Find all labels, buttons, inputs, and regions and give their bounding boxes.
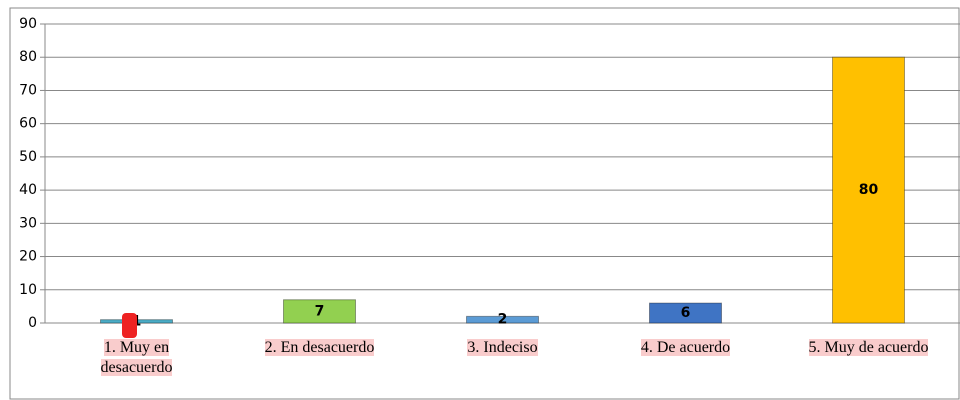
data-label: 2 xyxy=(498,312,508,328)
category-text: 2. En desacuerdo xyxy=(264,339,375,356)
y-tick-label: 20 xyxy=(19,249,37,265)
category-text: 1. Muy en desacuerdo xyxy=(100,339,173,376)
category-text: 5. Muy de acuerdo xyxy=(808,339,929,356)
x-tick-label: 2. En desacuerdo xyxy=(235,338,405,358)
y-tick-label: 80 xyxy=(19,49,37,65)
bar xyxy=(832,56,905,324)
bar xyxy=(466,315,539,324)
x-tick-label: 5. Muy de acuerdo xyxy=(784,338,954,358)
chart-frame xyxy=(9,7,960,400)
y-tick-label: 60 xyxy=(19,116,37,132)
x-tick-label: 3. Indeciso xyxy=(418,338,588,358)
category-text: 3. Indeciso xyxy=(467,339,538,356)
y-tick-label: 30 xyxy=(19,215,37,231)
y-tick-label: 90 xyxy=(19,16,37,32)
y-tick-label: 70 xyxy=(19,82,37,98)
y-tick-label: 0 xyxy=(28,315,37,331)
y-tick-label: 10 xyxy=(19,282,37,298)
bar xyxy=(649,302,722,324)
data-label: 80 xyxy=(859,182,879,198)
data-label: 7 xyxy=(315,303,325,319)
data-label: 6 xyxy=(681,305,691,321)
bar xyxy=(283,299,356,324)
category-text: 4. De acuerdo xyxy=(640,339,731,356)
y-tick-label: 40 xyxy=(19,182,37,198)
marker xyxy=(122,313,137,338)
x-tick-label: 4. De acuerdo xyxy=(601,338,771,358)
x-tick-label: 1. Muy en desacuerdo xyxy=(82,338,192,378)
y-tick-label: 50 xyxy=(19,149,37,165)
